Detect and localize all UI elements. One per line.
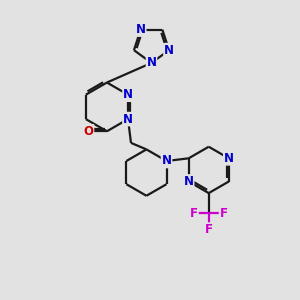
Text: N: N [224, 152, 234, 165]
Text: F: F [205, 223, 213, 236]
Text: N: N [123, 112, 133, 126]
Text: N: N [184, 175, 194, 188]
Text: O: O [83, 125, 94, 138]
Text: F: F [190, 207, 198, 220]
Text: N: N [146, 56, 157, 69]
Text: N: N [136, 23, 146, 36]
Text: F: F [220, 207, 228, 220]
Text: N: N [161, 154, 172, 167]
Text: N: N [123, 88, 133, 101]
Text: N: N [164, 44, 174, 57]
